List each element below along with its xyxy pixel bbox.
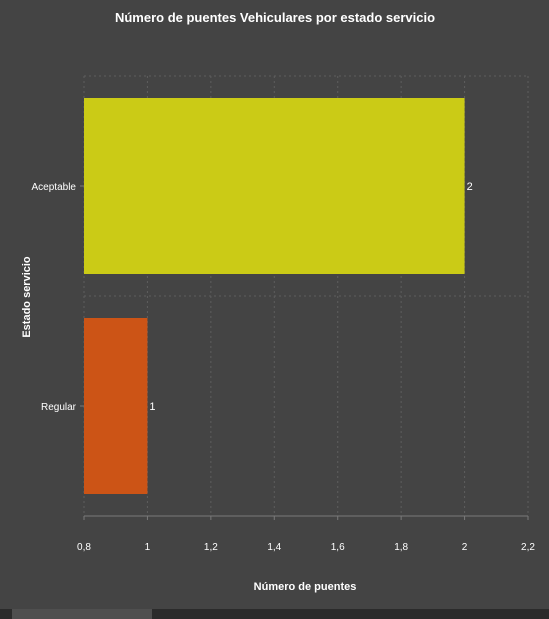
x-axis-title: Número de puentes [254,581,357,593]
y-tick-label-aceptable: Aceptable [32,182,77,193]
x-tick-label: 1,8 [394,542,408,553]
y-axis-ticks: Aceptable Regular [32,182,84,413]
x-tick-label: 2 [462,542,468,553]
bar-aceptable[interactable] [84,98,465,274]
x-tick-label: 2,2 [521,542,535,553]
bars [84,98,465,494]
chart-title: Número de puentes Vehiculares por estado… [115,10,435,25]
x-tick-label: 1 [145,542,151,553]
bottom-scrollbar-track [0,609,549,619]
x-tick-label: 1,4 [267,542,281,553]
x-tick-label: 0,8 [77,542,91,553]
y-axis-title: Estado servicio [21,256,33,338]
y-tick-label-regular: Regular [41,402,77,413]
bar-regular[interactable] [84,318,148,494]
data-label-regular: 1 [149,401,155,413]
x-tick-label: 1,6 [331,542,345,553]
bottom-scrollbar-thumb[interactable] [12,609,152,619]
data-labels: 21 [149,181,472,413]
data-label-aceptable: 2 [467,181,473,193]
x-tick-label: 1,2 [204,542,218,553]
x-axis-ticks: 0,8 1 1,2 1,4 1,6 1,8 2 2,2 [77,516,535,553]
